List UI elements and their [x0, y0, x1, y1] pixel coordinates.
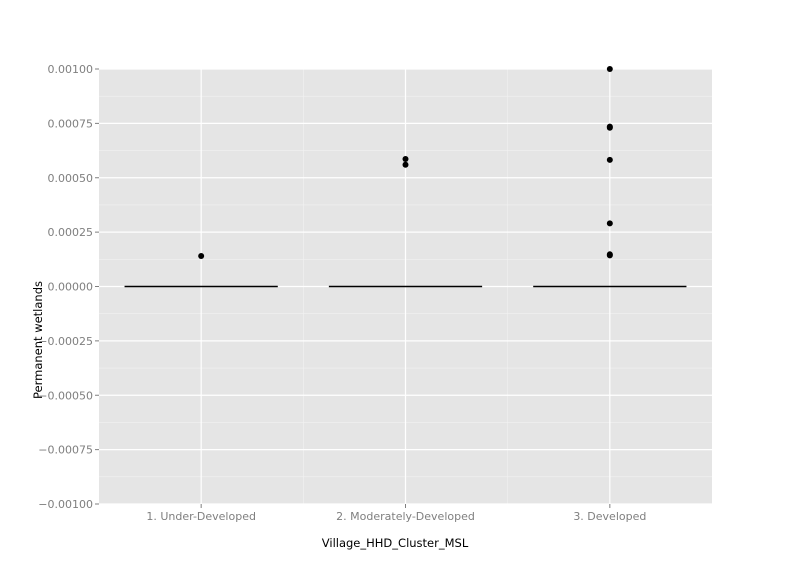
outlier-point — [606, 220, 613, 227]
y-axis-title: Permanent wetlands — [31, 281, 45, 399]
y-tick-label: −0.00100 — [38, 498, 93, 511]
outlier-point — [402, 156, 409, 163]
y-axis-ticks: −0.00100 −0.00075 −0.00050 −0.00025 0.00000 0… — [38, 63, 99, 511]
y-tick-label: 0.00000 — [48, 281, 94, 294]
x-tick-label: 2. Moderately-Developed — [336, 510, 475, 523]
y-tick-label: 0.00025 — [48, 226, 94, 239]
x-tick-label: 3. Developed — [573, 510, 646, 523]
y-tick-label: −0.00025 — [38, 335, 93, 348]
x-tick-label: 1. Under-Developed — [146, 510, 256, 523]
x-axis-ticks: 1. Under-Developed 2. Moderately-Develope… — [146, 504, 646, 523]
data-marks — [124, 66, 687, 288]
outlier-point — [606, 124, 613, 131]
outlier-point — [198, 253, 205, 260]
y-tick-label: −0.00075 — [38, 444, 93, 457]
outlier-point — [606, 66, 613, 72]
outlier-point — [606, 156, 613, 163]
y-tick-label: 0.00100 — [48, 63, 94, 76]
y-tick-label: 0.00050 — [48, 172, 94, 185]
x-axis-title: Village_HHD_Cluster_MSL — [322, 536, 469, 550]
outlier-point — [606, 252, 613, 259]
outlier-point — [402, 161, 409, 168]
y-tick-label: −0.00050 — [38, 389, 93, 402]
y-tick-label: 0.00075 — [48, 117, 94, 130]
